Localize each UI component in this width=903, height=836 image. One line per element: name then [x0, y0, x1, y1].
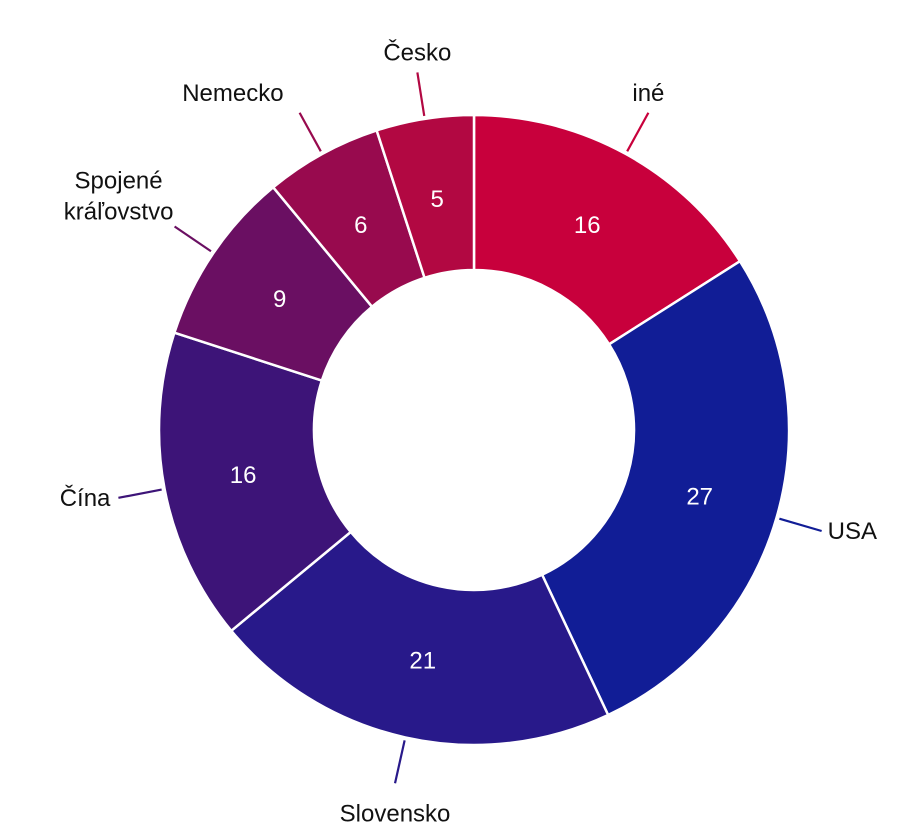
- leader-line-cesko: [416, 72, 426, 117]
- value-label-cina: 16: [230, 462, 257, 489]
- slice-ine: [472, 113, 742, 346]
- category-label-line: Slovensko: [340, 800, 451, 827]
- category-label-cesko: Česko: [383, 38, 451, 66]
- value-label-slovensko: 21: [409, 647, 436, 674]
- category-label-line: Spojené: [75, 168, 163, 195]
- value-labels-layer: 16 27 21 16 9 6 5: [230, 186, 713, 674]
- leader-line-spojene-kralovstvo: [173, 225, 212, 253]
- category-label-line: Nemecko: [182, 80, 283, 107]
- category-label-line: USA: [828, 518, 877, 545]
- value-label-nemecko: 6: [354, 212, 367, 239]
- category-label-line: iné: [632, 80, 664, 107]
- leader-line-slovensko: [393, 740, 406, 784]
- leader-line-ine: [626, 112, 650, 152]
- value-label-ine: 16: [574, 212, 601, 239]
- value-label-cesko: 5: [431, 186, 444, 213]
- slice-cesko: [375, 113, 476, 280]
- category-label-slovensko: Slovensko: [340, 800, 451, 827]
- category-label-nemecko: Nemecko: [182, 80, 283, 107]
- category-label-line: kráľovstvo: [64, 199, 174, 226]
- leader-line-nemecko: [298, 112, 322, 152]
- leader-line-usa: [779, 517, 822, 533]
- value-label-spojene-kralovstvo: 9: [273, 286, 286, 313]
- category-label-usa: USA: [828, 518, 877, 545]
- category-label-ine: iné: [632, 80, 664, 107]
- value-label-usa: 27: [686, 484, 713, 511]
- category-label-cina: Čína: [60, 484, 111, 512]
- slice-usa: [540, 259, 791, 717]
- category-label-line: Čína: [60, 484, 111, 512]
- category-labels-layer: iné USA Slovensko Čína Spojené kráľovstvo Neme…: [60, 38, 877, 827]
- category-label-line: Česko: [383, 38, 451, 66]
- slice-slovensko: [229, 530, 610, 747]
- slice-cina: [157, 331, 353, 633]
- leader-lines-layer: [118, 72, 822, 784]
- category-label-spojene-kralovstvo: Spojené kráľovstvo: [64, 168, 174, 226]
- leader-line-cina: [118, 488, 162, 499]
- slices-layer: [157, 113, 791, 747]
